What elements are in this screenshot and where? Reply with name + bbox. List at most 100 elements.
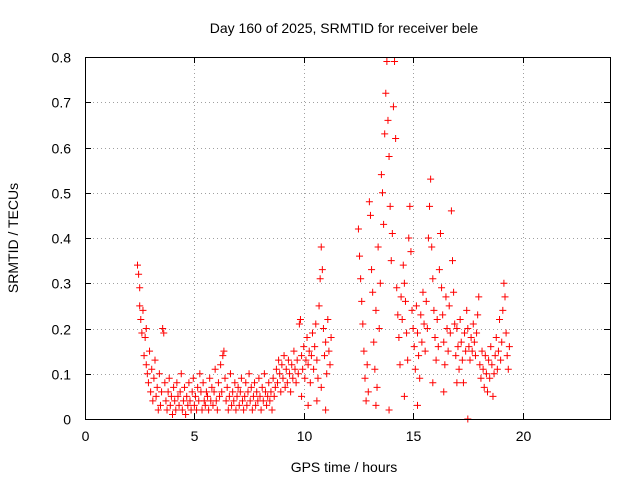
y-axis-title: SRMTID / TECUs — [5, 183, 21, 293]
data-point — [313, 356, 321, 364]
data-point — [457, 338, 465, 346]
data-point — [146, 347, 154, 355]
data-point — [214, 379, 222, 387]
data-point — [380, 220, 388, 228]
data-point — [246, 397, 254, 405]
data-point — [209, 401, 217, 409]
data-point — [270, 392, 278, 400]
data-point — [188, 388, 196, 396]
data-point — [362, 397, 370, 405]
data-point — [381, 130, 389, 138]
data-point — [312, 320, 320, 328]
data-point — [388, 229, 396, 237]
data-point — [358, 297, 366, 305]
data-point — [213, 406, 221, 414]
data-point — [468, 347, 476, 355]
data-point — [486, 374, 494, 382]
data-point — [415, 352, 423, 360]
data-point — [361, 374, 369, 382]
data-point — [309, 329, 316, 337]
data-point — [364, 388, 372, 396]
data-point — [141, 334, 149, 342]
y-tick-label: 0.5 — [52, 186, 72, 202]
plot-frame — [85, 57, 611, 420]
x-tick-label: 5 — [191, 428, 199, 444]
data-point — [463, 306, 471, 314]
data-point — [229, 388, 237, 396]
data-point — [478, 347, 486, 355]
data-point — [135, 270, 143, 278]
data-point — [501, 293, 509, 301]
data-point — [225, 392, 233, 400]
y-tick-label: 0.7 — [52, 95, 72, 111]
data-point — [403, 329, 411, 337]
data-point — [444, 347, 452, 355]
y-tick-label: 0.2 — [52, 322, 72, 338]
data-point — [359, 320, 367, 328]
data-point — [242, 379, 250, 387]
data-point — [268, 406, 276, 414]
data-point — [487, 343, 495, 351]
data-point — [185, 379, 193, 387]
data-point — [313, 397, 321, 405]
data-point — [436, 229, 444, 237]
x-tick-label: 0 — [82, 428, 90, 444]
data-point — [462, 347, 470, 355]
data-point — [412, 302, 420, 310]
data-point — [499, 306, 507, 314]
data-point — [400, 392, 408, 400]
data-point — [143, 370, 151, 378]
data-point — [371, 365, 379, 373]
data-point — [276, 370, 284, 378]
data-point — [408, 306, 416, 314]
data-point — [459, 379, 467, 387]
data-point — [243, 401, 251, 409]
data-point — [251, 379, 259, 387]
data-point — [167, 392, 175, 400]
data-point — [136, 284, 144, 292]
data-point — [416, 374, 424, 382]
data-point — [159, 325, 167, 332]
data-point — [467, 334, 475, 342]
data-point — [223, 383, 231, 391]
data-point — [257, 406, 265, 414]
data-point — [241, 392, 249, 400]
data-point — [372, 401, 380, 409]
data-point — [475, 293, 483, 301]
data-point — [291, 365, 299, 373]
data-point — [386, 202, 394, 210]
data-point — [476, 361, 484, 369]
data-point — [294, 370, 302, 378]
data-point — [451, 320, 459, 328]
data-point — [240, 406, 248, 414]
data-point — [385, 153, 393, 161]
data-point — [363, 361, 371, 369]
data-point — [160, 329, 168, 337]
data-point — [503, 352, 511, 360]
y-tick-label: 0 — [63, 412, 71, 428]
data-point — [232, 406, 240, 414]
data-point — [379, 189, 386, 197]
data-point — [206, 374, 214, 382]
x-axis-title: GPS time / hours — [291, 459, 398, 475]
data-point — [391, 58, 399, 66]
data-point — [194, 383, 202, 391]
data-point — [296, 315, 304, 323]
data-point — [288, 361, 296, 369]
data-point — [181, 383, 189, 391]
data-point — [237, 374, 245, 382]
data-point — [211, 365, 219, 373]
data-point — [450, 288, 458, 296]
data-point — [189, 374, 197, 382]
data-point — [156, 401, 164, 409]
data-point — [163, 406, 171, 414]
data-point — [290, 347, 298, 355]
data-point — [456, 315, 464, 323]
data-point — [474, 311, 482, 319]
data-point — [140, 352, 148, 360]
data-point — [142, 325, 150, 332]
data-point — [220, 347, 228, 355]
data-point — [470, 338, 478, 346]
data-point — [422, 297, 430, 305]
data-point — [139, 306, 147, 314]
